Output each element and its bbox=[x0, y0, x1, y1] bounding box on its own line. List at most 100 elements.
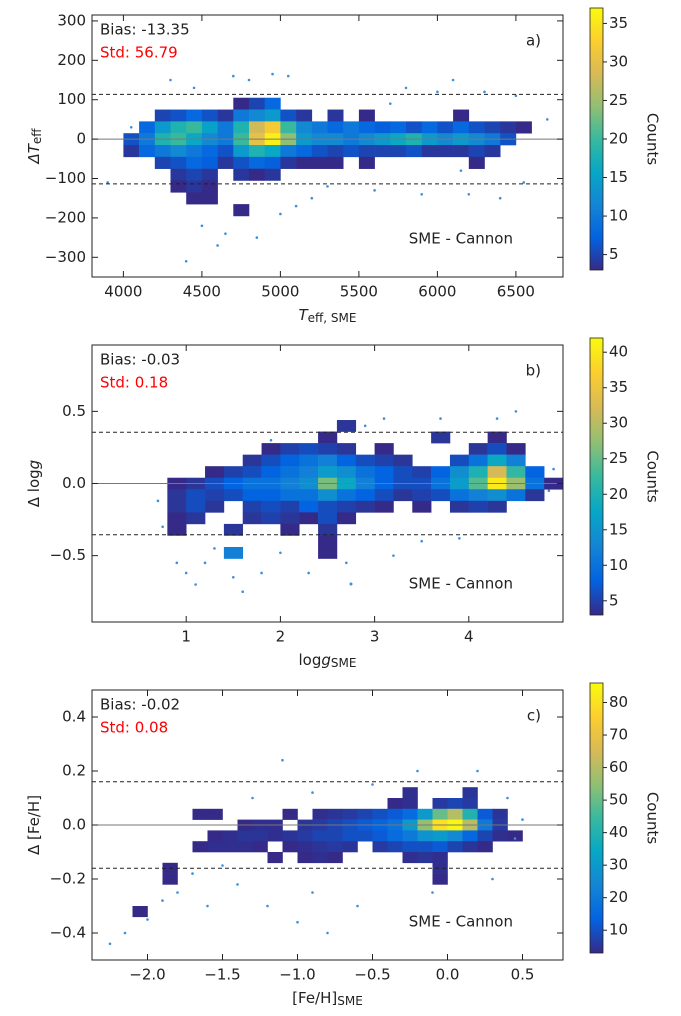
hist-cell bbox=[311, 156, 328, 169]
hist-cell bbox=[280, 512, 300, 525]
hist-cell bbox=[447, 798, 463, 810]
plot-area bbox=[156, 410, 563, 594]
hist-cell bbox=[249, 156, 265, 169]
hist-cell bbox=[327, 841, 343, 853]
hist-cell bbox=[201, 156, 218, 169]
scatter-point bbox=[216, 244, 219, 247]
hist-cell bbox=[390, 145, 407, 158]
label-part: log bbox=[299, 651, 322, 669]
hist-cell bbox=[336, 443, 357, 455]
hist-cell bbox=[312, 841, 328, 853]
hist-cell bbox=[249, 145, 265, 158]
hist-cell bbox=[492, 808, 508, 820]
hist-cell bbox=[417, 852, 433, 864]
hist-cell bbox=[387, 830, 403, 842]
scatter-point bbox=[416, 769, 419, 773]
colorbar-tick-label: 60 bbox=[609, 758, 628, 776]
hist-cell bbox=[421, 121, 438, 134]
hist-cell bbox=[237, 841, 253, 853]
scatter-point bbox=[247, 78, 251, 82]
x-axis-label: loggSME bbox=[299, 651, 357, 670]
hist-cell bbox=[387, 841, 403, 853]
hist-cell bbox=[336, 454, 357, 467]
hist-cell bbox=[242, 454, 262, 467]
scatter-point bbox=[373, 189, 376, 192]
x-tick-label: 0.0 bbox=[436, 966, 460, 984]
hist-cell bbox=[312, 830, 328, 842]
hist-cell bbox=[139, 121, 156, 134]
hist-cell bbox=[449, 500, 470, 513]
colorbar-tick-label: 35 bbox=[609, 14, 628, 32]
hist-cell bbox=[432, 798, 448, 810]
x-tick-label: −1.0 bbox=[279, 966, 315, 984]
y-tick-label: 200 bbox=[57, 51, 86, 69]
hist-cell bbox=[432, 852, 448, 864]
hist-cell bbox=[318, 512, 338, 525]
hist-cell bbox=[280, 156, 297, 169]
hist-cell bbox=[233, 109, 250, 122]
hist-cell bbox=[242, 489, 262, 502]
hist-cell bbox=[223, 466, 244, 479]
hist-cell bbox=[431, 489, 451, 502]
scatter-point bbox=[439, 417, 442, 420]
scatter-point bbox=[296, 920, 299, 924]
hist-cell bbox=[374, 145, 391, 158]
x-tick-label: 6000 bbox=[418, 283, 456, 301]
hist-cell bbox=[462, 830, 478, 842]
hist-cell bbox=[393, 454, 413, 467]
hist-cell bbox=[487, 500, 507, 513]
hist-cell bbox=[374, 466, 394, 479]
hist-cell bbox=[437, 145, 454, 158]
hist-cell bbox=[374, 500, 394, 513]
legend-text: SME - Cannon bbox=[409, 575, 513, 593]
scatter-point bbox=[255, 236, 259, 239]
scatter-point bbox=[311, 891, 314, 894]
scatter-point bbox=[161, 899, 164, 902]
colorbar-tick-label: 30 bbox=[609, 52, 628, 70]
hist-cell bbox=[357, 808, 373, 820]
colorbar bbox=[589, 337, 604, 616]
scatter-point bbox=[232, 575, 235, 579]
scatter-point bbox=[281, 758, 284, 762]
colorbar-tick-label: 80 bbox=[609, 693, 628, 711]
hist-cell bbox=[336, 466, 357, 479]
panel-label: a) bbox=[526, 32, 541, 50]
scatter-point bbox=[546, 118, 549, 121]
hist-cell bbox=[170, 180, 187, 193]
hist-cell bbox=[280, 109, 297, 122]
hist-cell bbox=[264, 121, 281, 134]
hist-cell bbox=[336, 500, 357, 513]
hist-cell bbox=[453, 121, 470, 134]
hist-cell bbox=[402, 798, 418, 810]
hist-cell bbox=[170, 145, 187, 158]
hist-cell bbox=[170, 168, 187, 181]
hist-cell bbox=[154, 109, 171, 122]
x-tick-label: −0.5 bbox=[354, 966, 390, 984]
hist-cell bbox=[462, 841, 478, 853]
hist-cell bbox=[299, 500, 319, 513]
hist-cell bbox=[186, 145, 203, 158]
hist-cell bbox=[318, 523, 338, 536]
scatter-point bbox=[271, 72, 274, 76]
hist-cell bbox=[280, 489, 300, 502]
hist-cell bbox=[154, 156, 171, 169]
legend-text: SME - Cannon bbox=[409, 230, 513, 248]
hist-cell bbox=[201, 168, 218, 181]
hist-cell bbox=[123, 145, 140, 158]
hist-cell bbox=[237, 830, 253, 842]
hist-cell bbox=[432, 841, 448, 853]
hist-cell bbox=[233, 204, 250, 217]
hist-cell bbox=[242, 500, 262, 513]
hist-cell bbox=[525, 466, 545, 479]
hist-cell bbox=[252, 841, 268, 853]
x-axis-label: Teff, SME bbox=[298, 306, 356, 325]
colorbar-tick-label: 70 bbox=[609, 726, 628, 744]
x-tick-label: 4 bbox=[464, 628, 474, 646]
label-part: [Fe/H] bbox=[292, 989, 337, 1007]
scatter-point bbox=[176, 891, 179, 894]
hist-cell bbox=[296, 145, 313, 158]
hist-cell bbox=[312, 808, 328, 820]
hist-cell bbox=[417, 841, 433, 853]
hist-cell bbox=[402, 787, 418, 799]
